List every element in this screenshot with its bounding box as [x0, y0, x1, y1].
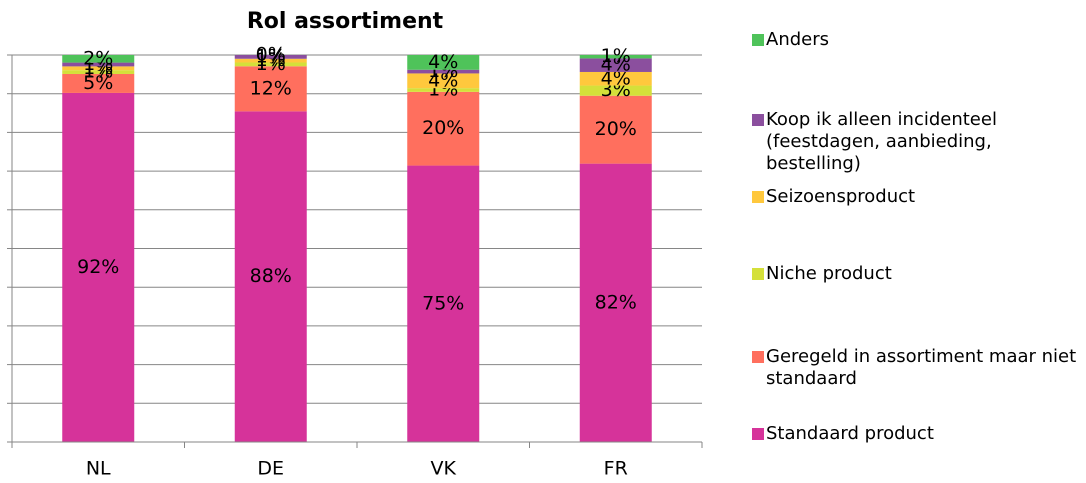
chart-title: Rol assortiment [247, 9, 444, 34]
bar-segment [579, 71, 652, 86]
data-label: 88% [250, 265, 292, 287]
x-tick-label: NL [86, 458, 111, 480]
legend-swatch [752, 268, 764, 280]
data-label: 92% [77, 256, 119, 278]
bar-segment [62, 73, 135, 93]
bar-segment [62, 62, 135, 67]
legend-swatch [752, 191, 764, 203]
legend-entry: Seizoensproduct [752, 186, 1082, 208]
legend-entry: Anders [752, 29, 1082, 51]
data-label: 20% [595, 118, 637, 140]
bar-segment [407, 91, 480, 166]
bar-segment [579, 95, 652, 164]
legend-swatch [752, 114, 764, 126]
legend-label: Anders [766, 29, 829, 50]
bar-segment [62, 66, 135, 71]
data-label: 5% [83, 72, 113, 94]
data-label: 1% [256, 49, 286, 71]
data-label: 4% [601, 54, 631, 76]
bar-segment [407, 88, 480, 92]
data-label: 1% [256, 45, 286, 67]
legend-entry: Geregeld in assortiment maar niet standa… [752, 346, 1082, 390]
bar-segment [407, 55, 480, 70]
bar-segment [62, 92, 135, 443]
bar-segment [579, 163, 652, 442]
legend-entry: Standaard product [752, 423, 1082, 445]
bar-segment [234, 58, 307, 63]
data-label: 4% [601, 67, 631, 89]
legend-label: Niche product [766, 263, 892, 284]
data-label: 20% [422, 117, 464, 139]
legend-label: Standaard product [766, 423, 934, 444]
data-label: 0% [256, 44, 286, 66]
bar-segment [407, 73, 480, 89]
legend-swatch [752, 34, 764, 46]
x-tick-label: DE [257, 458, 284, 480]
legend-label: Koop ik alleen incidenteel (feestdagen, … [766, 109, 997, 174]
data-label: 75% [422, 292, 464, 314]
data-label: 1% [601, 45, 631, 67]
legend-label: Geregeld in assortiment maar niet standa… [766, 346, 1077, 389]
bar-segment [234, 55, 307, 59]
data-label: 4% [428, 51, 458, 73]
bar-segment [407, 165, 480, 443]
legend-label: Seizoensproduct [766, 186, 916, 207]
bar-segment [407, 69, 480, 74]
x-tick-label: FR [604, 458, 628, 480]
legend-entry: Niche product [752, 263, 1082, 285]
bar-segment [579, 55, 652, 59]
bar-segment [62, 55, 135, 63]
data-label: 12% [250, 77, 292, 99]
legend-swatch [752, 428, 764, 440]
bar-segment [234, 66, 307, 112]
bar-segment [62, 70, 135, 74]
bar-segment [234, 111, 307, 442]
bar-segment [579, 85, 652, 96]
x-tick-label: VK [431, 458, 457, 480]
data-label: 4% [428, 69, 458, 91]
bar-segment [579, 58, 652, 72]
data-label: 82% [595, 291, 637, 313]
data-label: 2% [83, 47, 113, 69]
legend-entry: Koop ik alleen incidenteel (feestdagen, … [752, 109, 1082, 175]
legend-swatch [752, 351, 764, 363]
bar-segment [234, 62, 307, 67]
